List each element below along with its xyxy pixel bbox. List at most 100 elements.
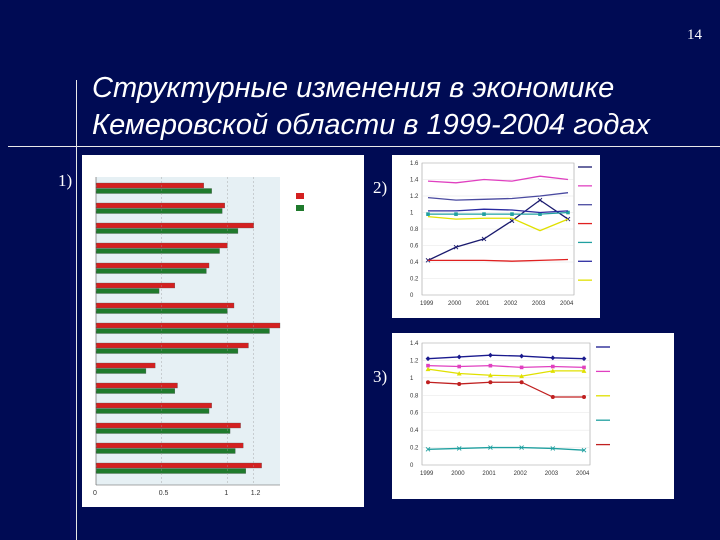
line-chart-2: 0 0.2 0.4 0.6 0.8 1 1.2 1.4 1999 2000 2001 2002 2003… [410,341,610,477]
x-tick-label: 2004 [560,301,574,307]
panel-label-3: 3) [373,367,388,386]
line-chart-2-panel: 0 0.2 0.4 0.6 0.8 1 1.2 1.4 1999 2000 2001 2002 2003… [392,333,674,499]
series-line [428,211,569,215]
bar [95,262,210,269]
series-point [454,212,458,216]
bar [95,362,156,369]
bar [95,182,204,189]
bar [95,382,178,389]
decorative-shadow [70,146,76,540]
y-tick-label: 1.4 [410,341,419,347]
series-point [519,445,524,450]
series-point [488,352,493,358]
x-tick-label: 2001 [476,301,490,307]
bar [95,462,262,469]
y-tick-label: 0 [410,463,414,469]
title-line-1: Структурные изменения в экономике [92,72,615,104]
series-point [550,395,555,400]
panel-label-1: 1) [58,171,73,190]
series-point [488,372,493,378]
y-tick-label: 1 [410,211,414,217]
bar-chart-panel: 0 0.5 1 1.2 [82,155,364,507]
series-point [425,446,431,452]
x-tick-label: 2003 [545,471,559,477]
bar [95,328,270,334]
y-tick-label: 0.8 [410,393,419,399]
legend-swatch [296,205,304,211]
series-line [428,258,569,262]
x-tick-label: 2000 [448,301,462,307]
series-line [427,215,569,232]
series-point [457,381,462,386]
page-number: 14 [687,27,702,43]
series-point [519,365,524,370]
line-chart-1: 0 0.2 0.4 0.6 0.8 1 1.2 1.4 1.6 1999 2000 2001 2002 2… [410,161,592,307]
series-line [427,446,585,451]
series-point [482,212,486,216]
y-tick-label: 1 [410,376,414,382]
x-tick-label: 1.2 [251,490,261,497]
plot-area [421,342,591,466]
y-tick-label: 0 [410,293,414,299]
series-point [426,363,430,368]
series-point [537,197,543,203]
x-tick-label: 1999 [420,471,434,477]
bar [95,302,235,309]
bar [95,202,225,209]
series-point [488,380,493,385]
series-point [581,447,587,453]
y-tick-label: 0.2 [410,277,419,283]
series-line [427,365,585,369]
bar [95,408,210,414]
slide-title: Структурные изменения в экономике Кемеро… [92,70,692,144]
bar [95,208,223,214]
x-tick-label: 2002 [504,301,518,307]
series-line [427,354,585,360]
y-tick-label: 0.6 [410,411,419,417]
bar [95,348,239,354]
bar-chart: 0 0.5 1 1.2 [93,177,304,497]
y-tick-label: 0.2 [410,446,419,452]
y-tick-label: 0.4 [410,428,419,434]
series-point [551,364,555,369]
x-tick-label: 2004 [576,471,590,477]
y-tick-label: 0.4 [410,260,419,266]
bar [95,388,176,394]
y-tick-label: 1.4 [410,178,419,184]
line-chart-1-panel: 0 0.2 0.4 0.6 0.8 1 1.2 1.4 1.6 1999 2000 2001 2002 2… [392,155,600,318]
series-point [481,236,487,242]
legend-swatch [296,193,304,199]
bar [95,448,236,454]
y-tick-label: 0.8 [410,227,419,233]
series-point [488,363,493,368]
series-point [510,212,514,216]
series-point [582,365,586,370]
bar [95,442,244,449]
bar [95,282,176,289]
series-point [550,446,556,451]
series-line [427,175,569,184]
x-tick-label: 2003 [532,301,546,307]
y-tick-label: 1.6 [410,161,419,167]
bar [95,188,212,194]
bar [95,402,212,409]
series-point [426,380,430,385]
x-tick-label: 0.5 [159,490,169,497]
series-line [427,381,584,398]
series-point [519,353,524,359]
series-point [519,373,524,379]
series-point [581,368,587,373]
series-point [550,368,556,373]
bar [95,428,231,434]
series-point [550,355,556,361]
series-line [428,208,569,214]
x-tick-label: 2002 [514,471,528,477]
x-tick-label: 1 [224,490,228,497]
bar [95,468,246,474]
bar [95,228,239,234]
series-point [426,212,430,216]
x-tick-label: 0 [93,490,97,497]
decorative-vertical-line [76,80,77,540]
series-point [538,212,542,216]
